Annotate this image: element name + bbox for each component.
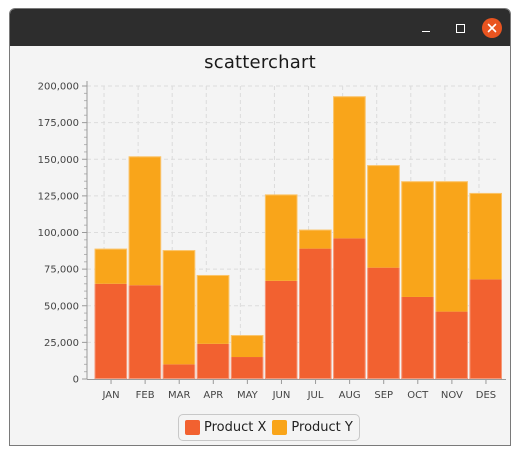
bar-outline [299,229,332,379]
chart-legend: Product X Product Y [178,414,360,441]
bar-product-x-jun [264,280,298,379]
bar-outline [128,156,162,379]
x-tick-label-jan: JAN [101,390,119,401]
x-tick-label-feb: FEB [136,390,155,401]
x-tick-label-mar: MAR [168,390,190,401]
bar-product-x-may [230,357,264,379]
bar-product-y-jan [94,248,128,284]
title-bar [10,9,510,46]
y-tick-label: 75,000 [44,265,79,276]
x-tick-label-apr: APR [203,390,223,401]
bar-product-x-nov [435,311,468,379]
bar-outline [162,250,196,379]
y-tick-label: 25,000 [44,338,79,349]
bar-outline [230,335,264,379]
minimize-button[interactable] [416,18,436,38]
x-tick-label-jun: JUN [272,390,291,401]
maximize-button[interactable] [450,18,470,38]
y-tick-label: 200,000 [38,82,79,93]
bar-outline [264,194,298,379]
bar-product-x-mar [162,364,196,379]
x-tick-label-may: MAY [237,390,259,401]
bar-product-y-apr [196,274,230,344]
bar-product-x-des [469,279,502,379]
bar-product-y-nov [435,181,468,312]
bar-product-x-jan [94,283,128,379]
legend-item-product-y[interactable]: Product Y [272,420,353,435]
bar-product-y-aug [333,96,366,239]
bar-outline [367,165,400,379]
bar-product-x-jul [299,248,332,379]
y-tick-label: 150,000 [38,155,79,166]
bar-product-y-jul [299,229,332,249]
bar-outline [435,181,468,379]
legend-label-product-x: Product X [204,420,267,435]
x-tick-label-des: DES [476,390,496,401]
bar-product-y-may [230,335,264,358]
legend-label-product-y: Product Y [291,420,353,435]
bar-product-y-jun [264,194,298,281]
y-tick-label: 100,000 [38,228,79,239]
maximize-icon [455,23,465,33]
bar-outline [333,96,366,379]
bar-product-y-mar [162,250,196,365]
bar-product-x-sep [367,267,400,379]
x-tick-label-nov: NOV [441,390,463,401]
x-tick-label-aug: AUG [339,390,361,401]
y-tick-label: 175,000 [38,118,79,129]
minimize-icon [422,30,430,32]
bar-product-y-sep [367,165,400,268]
x-tick-label-sep: SEP [374,390,393,401]
legend-swatch-product-y [272,420,288,435]
x-tick-label-jul: JUL [307,390,324,401]
bar-product-y-feb [128,156,162,286]
legend-item-product-x[interactable]: Product X [185,420,266,435]
close-button[interactable] [482,18,502,38]
chart-plot: 0 25,000 50,000 75,000 100,000 125,000 150,000… [38,81,506,401]
bar-product-y-oct [401,181,434,297]
y-tick-label: 0 [73,375,79,386]
y-tick-label: 50,000 [44,301,79,312]
bar-outline [94,248,128,379]
bar-outline [469,192,502,379]
bar-product-x-aug [333,238,366,379]
close-icon [487,23,497,33]
bar-product-x-apr [196,343,230,379]
x-tick-label-oct: OCT [407,390,429,401]
bar-outline [196,274,230,379]
bar-product-x-oct [401,296,434,379]
bar-product-x-feb [128,285,162,379]
y-tick-label: 125,000 [38,191,79,202]
legend-swatch-product-x [185,420,200,435]
bar-product-y-des [469,192,502,280]
chart-title: scatterchart [204,52,316,73]
app-window: scatterchart 0 25,000 50,000 75,000 100,000 1… [9,8,511,446]
bar-outline [401,181,434,379]
